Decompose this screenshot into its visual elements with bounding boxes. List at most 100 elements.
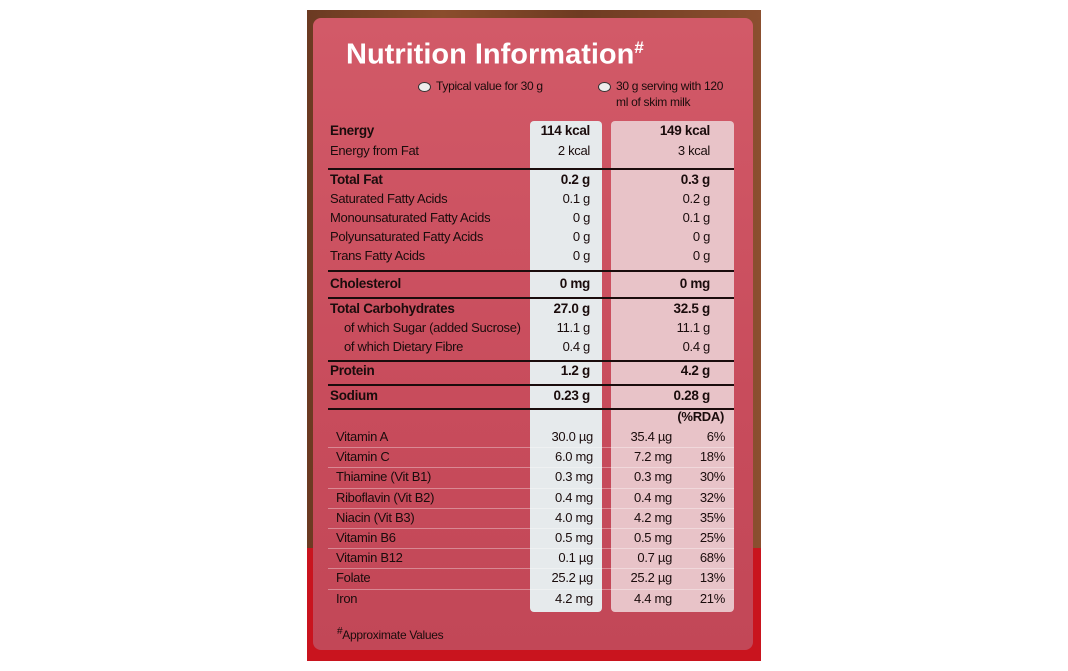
title: Nutrition Information# xyxy=(346,30,644,73)
typical-value: 114 kcal xyxy=(540,123,591,138)
row-label: Protein xyxy=(330,363,375,378)
serving-value: 0.3 mg xyxy=(634,469,672,485)
typical-value: 0.4 g xyxy=(562,339,591,354)
row-label: Cholesterol xyxy=(330,276,401,291)
typical-value: 0 g xyxy=(572,248,590,263)
typical-value: 25.2 µg xyxy=(551,570,593,586)
row-divider xyxy=(328,467,734,469)
typical-value: 27.0 g xyxy=(553,301,591,316)
rda-header: (%RDA) xyxy=(677,409,724,424)
row-divider xyxy=(328,548,734,550)
vitamin-label: Niacin (Vit B3) xyxy=(336,509,415,525)
serving-value: 4.4 mg xyxy=(634,590,672,606)
rda-value: 21% xyxy=(699,590,725,606)
legend-typical: Typical value for 30 g xyxy=(436,79,543,93)
typical-value: 0.1 g xyxy=(562,191,591,206)
typical-value: 1.2 g xyxy=(560,363,591,378)
vitamin-label: Vitamin C xyxy=(336,449,390,465)
row-divider xyxy=(328,507,734,509)
serving-value: 0.4 g xyxy=(682,339,711,354)
separator-line xyxy=(328,168,734,170)
footnote-text: Approximate Values xyxy=(342,628,444,642)
rda-value: 32% xyxy=(699,489,725,505)
serving-value: 4.2 mg xyxy=(634,509,672,525)
footnote-mark: # xyxy=(337,626,343,637)
legend-oval xyxy=(598,82,611,92)
serving-value: 7.2 mg xyxy=(634,449,672,465)
title-text: Nutrition Information xyxy=(346,38,635,71)
row-label: Trans Fatty Acids xyxy=(330,248,425,263)
vitamin-label: Vitamin A xyxy=(336,429,388,444)
row-label: Saturated Fatty Acids xyxy=(330,191,448,206)
footnote: #Approximate Values xyxy=(337,624,444,643)
typical-value: 0 g xyxy=(572,229,590,244)
serving-value: 149 kcal xyxy=(659,123,710,138)
row-divider xyxy=(328,588,734,590)
serving-value: 0.4 mg xyxy=(634,489,672,505)
typical-value: 6.0 mg xyxy=(555,449,593,465)
row-divider xyxy=(328,447,734,449)
rda-value: 18% xyxy=(699,449,725,465)
rda-value: 30% xyxy=(699,469,725,485)
separator-line xyxy=(328,270,734,272)
typical-value: 0.23 g xyxy=(553,388,591,403)
serving-value: 0 mg xyxy=(679,276,711,291)
rda-value: 6% xyxy=(706,429,726,444)
typical-value: 4.2 mg xyxy=(555,590,593,606)
legend-oval xyxy=(418,82,431,92)
title-mark: # xyxy=(634,38,644,57)
serving-value: 0.3 g xyxy=(680,172,711,187)
typical-value: 0.3 mg xyxy=(555,469,593,485)
serving-value: 11.1 g xyxy=(676,320,711,335)
serving-value: 4.2 g xyxy=(680,363,711,378)
vitamin-label: Thiamine (Vit B1) xyxy=(336,469,432,485)
serving-value: 0.1 g xyxy=(682,210,711,225)
serving-value: 0 g xyxy=(692,229,710,244)
rda-value: 25% xyxy=(699,530,725,545)
vitamin-label: Iron xyxy=(336,590,358,606)
serving-value: 0.7 µg xyxy=(637,550,672,566)
typical-value: 2 kcal xyxy=(557,143,590,158)
typical-value: 4.0 mg xyxy=(555,509,593,525)
separator-line xyxy=(328,297,734,299)
vitamin-label: Vitamin B6 xyxy=(336,530,396,545)
row-divider xyxy=(328,487,734,489)
serving-value: 0.28 g xyxy=(673,388,711,403)
vitamin-label: Riboflavin (Vit B2) xyxy=(336,489,435,505)
row-divider xyxy=(328,568,734,570)
row-label: Total Fat xyxy=(330,172,383,187)
typical-value: 0.2 g xyxy=(560,172,591,187)
typical-value: 0.5 mg xyxy=(555,530,593,545)
typical-value: 0.4 mg xyxy=(555,489,593,505)
serving-value: 3 kcal xyxy=(677,143,710,158)
vitamin-label: Vitamin B12 xyxy=(336,550,403,566)
row-label: Energy from Fat xyxy=(330,143,419,158)
typical-value: 0 mg xyxy=(559,276,591,291)
rda-value: 13% xyxy=(699,570,725,586)
serving-value: 35.4 µg xyxy=(630,429,672,444)
row-label: Sodium xyxy=(330,388,378,403)
row-label: of which Sugar (added Sucrose) xyxy=(344,320,521,335)
row-label: Monounsaturated Fatty Acids xyxy=(330,210,491,225)
serving-value: 0.2 g xyxy=(682,191,711,206)
serving-column xyxy=(611,121,734,612)
vitamin-label: Folate xyxy=(336,570,371,586)
row-label: of which Dietary Fibre xyxy=(344,339,464,354)
typical-value: 11.1 g xyxy=(556,320,591,335)
legend-serving: 30 g serving with 120 ml of skim milk xyxy=(616,79,724,109)
serving-value: 32.5 g xyxy=(673,301,711,316)
serving-value: 0.5 mg xyxy=(634,530,672,545)
serving-value: 0 g xyxy=(692,248,710,263)
row-label: Polyunsaturated Fatty Acids xyxy=(330,229,484,244)
typical-value: 30.0 µg xyxy=(551,429,593,444)
typical-column xyxy=(530,121,602,612)
row-label: Total Carbohydrates xyxy=(330,301,455,316)
rda-value: 35% xyxy=(699,509,725,525)
serving-value: 25.2 µg xyxy=(630,570,672,586)
row-label: Energy xyxy=(330,123,374,138)
separator-line xyxy=(328,384,734,386)
typical-value: 0 g xyxy=(572,210,590,225)
separator-line xyxy=(328,408,734,410)
rda-value: 68% xyxy=(699,550,725,566)
